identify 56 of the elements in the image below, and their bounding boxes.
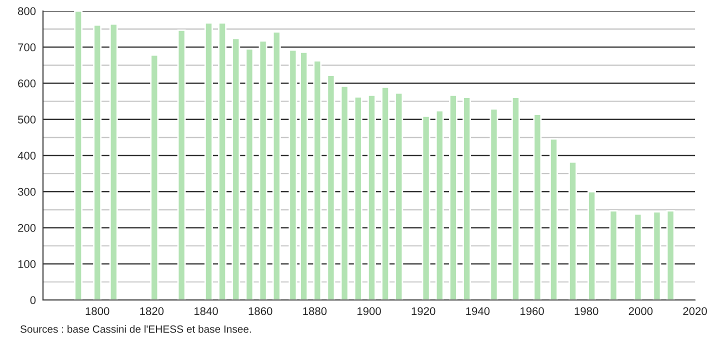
x-tick-label: 1980 [574,307,598,316]
bar [568,161,577,300]
bar [609,210,618,300]
bar [490,108,498,300]
bar [422,115,430,300]
x-tick-label: 1880 [303,307,327,316]
bar [448,94,458,300]
bar [272,31,281,300]
bar [354,96,362,300]
x-tick-label: 1860 [248,307,272,316]
bar [177,29,186,300]
bar [288,49,298,300]
bar [652,211,662,300]
bar [634,213,642,300]
bar [150,54,159,300]
bar [245,48,254,300]
x-tick-label: 2000 [628,307,653,316]
bar [340,85,349,300]
x-tick-label: 1820 [140,307,164,316]
bar [381,86,390,300]
y-tick-label: 200 [18,224,36,232]
x-tick-label: 1940 [466,307,490,316]
source-note: Sources : base Cassini de l'EHESS et base Insee. [20,325,251,333]
bar [435,110,444,300]
bar [550,138,558,300]
x-tick-label: 1960 [520,307,544,316]
bar [326,74,336,300]
bar [218,22,227,300]
y-tick-label: 500 [18,116,36,124]
bar [666,210,675,300]
bar [93,24,102,300]
x-tick-label: 1840 [194,307,218,316]
y-tick-label: 600 [18,80,36,88]
y-tick-label: 800 [18,7,36,16]
y-tick-label: 700 [18,43,36,52]
x-tick-label: 1800 [86,307,110,316]
bar [258,40,268,300]
y-tick-label: 300 [18,188,36,196]
bar [232,38,240,300]
bar [109,23,118,300]
y-tick-label: 100 [18,260,36,268]
x-tick-label: 2020 [683,307,707,316]
y-tick-label: 400 [18,152,36,160]
bar [204,22,213,300]
bar [394,92,404,300]
bar [313,60,322,300]
bar [300,51,308,300]
bar [462,96,472,300]
x-tick-label: 1920 [412,307,436,316]
bar [367,94,376,300]
x-tick-label: 1900 [357,307,381,316]
bar [74,11,83,300]
bar [588,190,596,300]
y-tick-label: 0 [30,296,36,304]
bar [511,96,520,300]
bar [533,114,542,300]
